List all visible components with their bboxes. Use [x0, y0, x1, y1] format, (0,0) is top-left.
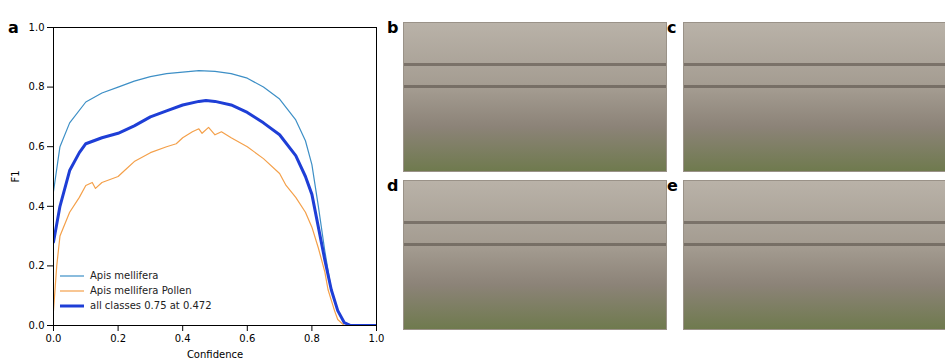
html-text:all classes 0.75 at 0.472: all classes 0.75 at 0.472	[90, 300, 212, 311]
svg-text:0.0: 0.0	[29, 320, 45, 331]
html-text:a: a	[8, 18, 19, 37]
svg-text:0.4: 0.4	[175, 333, 191, 344]
svg-text:1.0: 1.0	[29, 22, 45, 33]
svg-text:0.4: 0.4	[29, 201, 45, 212]
html-text:Apis mellifera: Apis mellifera	[90, 270, 159, 281]
svg-text:F1: F1	[10, 170, 21, 182]
svg-text:0.6: 0.6	[29, 141, 45, 152]
html-text:Apis mellifera Pollen: Apis mellifera Pollen	[90, 285, 192, 296]
html-text:e: e	[667, 176, 678, 195]
svg-text:0.8: 0.8	[29, 81, 45, 92]
svg-text:0.8: 0.8	[304, 333, 320, 344]
svg-text:0.2: 0.2	[29, 260, 45, 271]
html-text:d: d	[387, 176, 399, 195]
html-text:c: c	[667, 18, 677, 37]
svg-text:0.0: 0.0	[46, 333, 62, 344]
svg-text:1.0: 1.0	[369, 333, 385, 344]
svg-text:0.6: 0.6	[239, 333, 255, 344]
html-text:b: b	[387, 18, 399, 37]
svg-text:0.2: 0.2	[110, 333, 126, 344]
svg-text:Confidence: Confidence	[187, 349, 243, 360]
